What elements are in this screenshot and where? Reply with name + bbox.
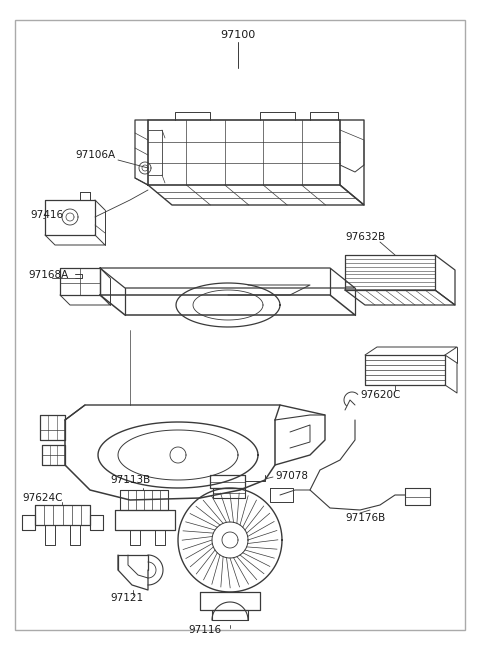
- Text: 97116: 97116: [189, 625, 222, 635]
- Text: 97620C: 97620C: [360, 390, 400, 400]
- Text: 97106A: 97106A: [75, 150, 115, 160]
- Text: 97632B: 97632B: [345, 232, 385, 242]
- Text: 97078: 97078: [275, 471, 308, 481]
- Text: 97168A: 97168A: [28, 270, 68, 280]
- Text: 97121: 97121: [110, 593, 143, 603]
- Text: 97624C: 97624C: [22, 493, 62, 503]
- Text: 97113B: 97113B: [110, 475, 150, 485]
- Text: 97100: 97100: [220, 30, 256, 40]
- Text: 97176B: 97176B: [345, 513, 385, 523]
- Text: 97416: 97416: [30, 210, 63, 220]
